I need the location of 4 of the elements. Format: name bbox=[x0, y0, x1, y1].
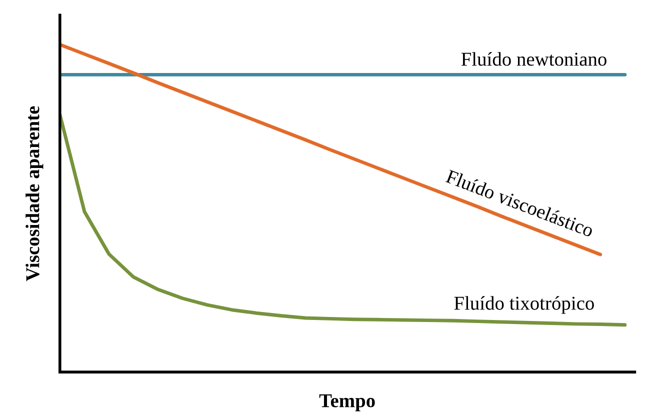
y-axis-title: Viscosidade aparente bbox=[26, 106, 44, 282]
x-axis-title: Tempo bbox=[319, 394, 375, 412]
series-label: Fluído newtoniano bbox=[461, 52, 606, 66]
series-label: Fluído tixotrópico bbox=[454, 296, 594, 314]
